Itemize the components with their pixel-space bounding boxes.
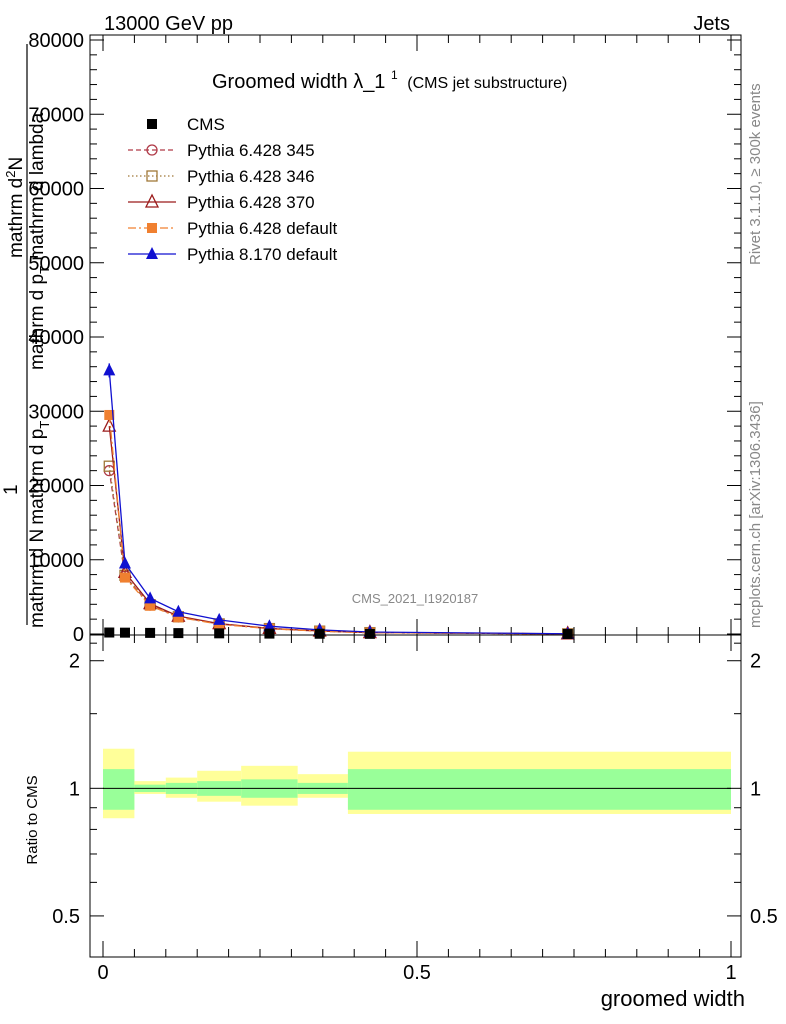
legend-item: Pythia 6.428 346 — [128, 167, 315, 186]
legend-item: Pythia 8.170 default — [128, 245, 338, 264]
ratio-tick-label: 0.5 — [52, 906, 80, 928]
legend-item: Pythia 6.428 370 — [128, 193, 315, 212]
mcplots-label: mcplots.cern.ch [arXiv:1306.3436] — [747, 401, 764, 628]
data-point — [119, 572, 130, 583]
data-point — [144, 193, 160, 208]
data-point — [103, 363, 116, 376]
ratio-band-green — [347, 769, 731, 810]
title-main: Groomed width — [212, 71, 348, 93]
data-point — [144, 591, 157, 604]
legend-label: CMS — [187, 115, 225, 134]
header-right: Jets — [693, 13, 730, 35]
ratio-band-green — [103, 769, 135, 810]
ylabel-one: 1 — [1, 484, 22, 495]
x-tick-label: 0 — [97, 962, 108, 984]
data-point — [147, 119, 157, 129]
series-line — [108, 370, 568, 635]
y-tick-label: 60000 — [28, 179, 84, 201]
ratio-tick-label-right: 0.5 — [750, 906, 778, 928]
legend: CMS Pythia 6.428 345 Pythia 6.428 346 Pythi… — [128, 115, 338, 264]
ylabel-denominator: mathrm d pT mathrm d lambda — [27, 112, 52, 370]
plot-title: Groomed width λ_1 1 (CMS jet substructur… — [212, 62, 567, 93]
data-point — [145, 627, 156, 638]
ylabel-bottom: mathrm d Nmathrm d pT — [27, 421, 52, 628]
data-point — [173, 612, 184, 623]
data-point — [146, 144, 158, 156]
y-tick-label: 30000 — [28, 401, 84, 423]
main-x-ticks — [102, 35, 732, 635]
ratio-panel: 0.5 0.51 12 2 0 0.5 1 Ratio to CMS groomed wi… — [24, 634, 778, 1011]
ratio-frame — [89, 634, 742, 958]
series-3 — [102, 417, 575, 640]
data-point — [213, 612, 226, 625]
y-tick-label: 80000 — [28, 30, 84, 52]
ratio-bands — [103, 748, 731, 819]
data-point — [145, 600, 156, 611]
legend-item: CMS — [147, 115, 225, 134]
legend-label: Pythia 6.428 370 — [187, 193, 315, 212]
legend-label: Pythia 8.170 default — [187, 245, 338, 264]
y-tick-label: 10000 — [28, 550, 84, 572]
data-point — [314, 628, 325, 639]
series-line — [108, 414, 568, 635]
data-point — [214, 628, 225, 639]
legend-label: Pythia 6.428 default — [187, 219, 338, 238]
data-point — [172, 604, 185, 617]
y-tick-label: 20000 — [28, 476, 84, 498]
ratio-tick-label-right: 2 — [750, 651, 761, 673]
series-5 — [103, 363, 574, 639]
title-sub: (CMS jet substructure) — [407, 75, 567, 92]
ratio-tick-label-right: 1 — [750, 778, 761, 800]
series-0 — [104, 627, 573, 639]
main-panel: CMS_2021_I1920187 Groomed width λ_1 1 (C… — [1, 30, 742, 646]
data-point — [147, 223, 157, 233]
x-tick-label: 0.5 — [403, 962, 431, 984]
legend-item: Pythia 6.428 default — [128, 219, 338, 238]
data-point — [263, 619, 276, 632]
data-point — [104, 409, 115, 420]
y-tick-label: 70000 — [28, 104, 84, 126]
svg-text:Groomed width λ_1: Groomed width λ_1 1 (CMS jet substructur… — [212, 62, 567, 93]
data-point — [562, 628, 573, 639]
series-line — [108, 426, 568, 635]
ratio-x-ticks: 0 0.5 1 — [97, 635, 737, 984]
data-point — [119, 627, 130, 638]
data-point — [104, 627, 115, 638]
data-point — [146, 247, 158, 259]
ylabel-top: mathrm d2N — [3, 157, 27, 258]
data-point — [364, 628, 375, 639]
ratio-ylabel: Ratio to CMS — [24, 775, 41, 864]
data-point — [146, 170, 158, 182]
legend-item: Pythia 6.428 345 — [128, 141, 315, 160]
title-sup: 1 — [391, 68, 398, 82]
header-left: 13000 GeV pp — [104, 13, 233, 35]
data-point — [102, 417, 117, 432]
legend-label: Pythia 6.428 345 — [187, 141, 315, 160]
y-axis-label: mathrm d2N mathrm d pT mathrm d lambda 1… — [1, 44, 52, 628]
x-axis-label: groomed width — [601, 986, 745, 1011]
data-point — [173, 628, 184, 639]
series-2 — [103, 460, 574, 640]
series-4 — [104, 409, 573, 639]
watermark: CMS_2021_I1920187 — [352, 591, 479, 606]
ratio-tick-label: 2 — [69, 651, 80, 673]
main-y-ticks: 0 10000 20000 30000 40000 50000 60000 70000 8000… — [28, 30, 741, 646]
y-tick-label: 50000 — [28, 253, 84, 275]
x-tick-label: 1 — [725, 962, 736, 984]
data-point — [264, 628, 275, 639]
data-point — [118, 556, 131, 569]
legend-label: Pythia 6.428 346 — [187, 167, 315, 186]
y-tick-label: 40000 — [28, 327, 84, 349]
y-tick-label: 0 — [73, 624, 84, 646]
rivet-label: Rivet 3.1.10, ≥ 300k events — [747, 83, 764, 265]
ratio-y-ticks: 0.5 0.5 1 1 2 2 — [52, 642, 778, 928]
title-symbol: λ_1 — [353, 71, 385, 93]
main-series — [102, 363, 575, 640]
ratio-tick-label: 1 — [69, 778, 80, 800]
